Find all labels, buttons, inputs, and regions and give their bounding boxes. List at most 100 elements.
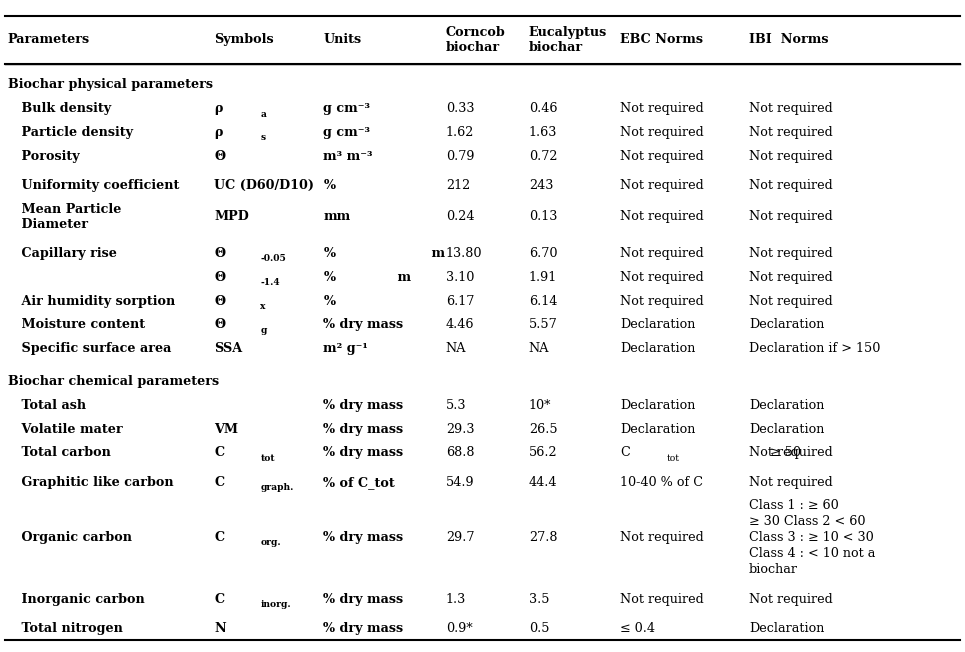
Text: x: x	[261, 302, 266, 311]
Text: a: a	[261, 110, 266, 119]
Text: C: C	[620, 447, 630, 460]
Text: 243: 243	[529, 179, 553, 192]
Text: Declaration: Declaration	[620, 318, 696, 331]
Text: %: %	[323, 179, 335, 192]
Text: m: m	[427, 247, 445, 260]
Text: 5.3: 5.3	[446, 399, 466, 412]
Text: Not required: Not required	[749, 476, 833, 489]
Text: Not required: Not required	[620, 593, 704, 606]
Text: Not required: Not required	[620, 102, 704, 115]
Text: g cm⁻³: g cm⁻³	[323, 102, 371, 115]
Text: 4.46: 4.46	[446, 318, 475, 331]
Text: 0.24: 0.24	[446, 211, 475, 224]
Text: Air humidity sorption: Air humidity sorption	[8, 295, 175, 308]
Text: 6.14: 6.14	[529, 295, 557, 308]
Text: m: m	[394, 271, 411, 284]
Text: Not required: Not required	[620, 211, 704, 224]
Text: 3.10: 3.10	[446, 271, 474, 284]
Text: m² g⁻¹: m² g⁻¹	[323, 342, 369, 355]
Text: mm: mm	[323, 211, 350, 224]
Text: 0.79: 0.79	[446, 150, 475, 163]
Text: Declaration: Declaration	[620, 399, 696, 412]
Text: Porosity: Porosity	[8, 150, 79, 163]
Text: % dry mass: % dry mass	[323, 422, 403, 436]
Text: 54.9: 54.9	[446, 476, 475, 489]
Text: m³ m⁻³: m³ m⁻³	[323, 150, 372, 163]
Text: NA: NA	[446, 342, 466, 355]
Text: s: s	[261, 133, 265, 142]
Text: Not required: Not required	[749, 593, 833, 606]
Text: Not required: Not required	[620, 531, 704, 544]
Text: 5.57: 5.57	[529, 318, 558, 331]
Text: Not required: Not required	[749, 271, 833, 284]
Text: ρ: ρ	[214, 102, 223, 115]
Text: inorg.: inorg.	[261, 600, 291, 609]
Text: ρ: ρ	[214, 126, 223, 139]
Text: 0.9*: 0.9*	[446, 622, 473, 635]
Text: Biochar chemical parameters: Biochar chemical parameters	[8, 375, 219, 388]
Text: % dry mass: % dry mass	[323, 447, 403, 460]
Text: Symbols: Symbols	[214, 33, 274, 46]
Text: VM: VM	[214, 422, 238, 436]
Text: Θ: Θ	[214, 318, 225, 331]
Text: UC (D60/D10): UC (D60/D10)	[214, 179, 315, 192]
Text: Uniformity coefficient: Uniformity coefficient	[8, 179, 179, 192]
Text: 1.63: 1.63	[529, 126, 557, 139]
Text: Declaration: Declaration	[749, 399, 824, 412]
Text: 1.91: 1.91	[529, 271, 557, 284]
Text: tot: tot	[667, 454, 679, 463]
Text: C: C	[214, 593, 224, 606]
Text: Volatile mater: Volatile mater	[8, 422, 123, 436]
Text: 44.4: 44.4	[529, 476, 558, 489]
Text: Graphitic like carbon: Graphitic like carbon	[8, 476, 174, 489]
Text: 0.72: 0.72	[529, 150, 558, 163]
Text: Declaration: Declaration	[620, 342, 696, 355]
Text: 0.5: 0.5	[529, 622, 549, 635]
Text: graph.: graph.	[261, 483, 293, 492]
Text: Particle density: Particle density	[8, 126, 133, 139]
Text: %: %	[323, 295, 335, 308]
Text: Not required: Not required	[749, 211, 833, 224]
Text: g cm⁻³: g cm⁻³	[323, 126, 371, 139]
Text: Declaration: Declaration	[749, 622, 824, 635]
Text: ≥ 50: ≥ 50	[766, 447, 801, 460]
Text: -1.4: -1.4	[261, 278, 280, 287]
Text: Biochar physical parameters: Biochar physical parameters	[8, 78, 212, 91]
Text: 1.3: 1.3	[446, 593, 466, 606]
Text: Θ: Θ	[214, 150, 225, 163]
Text: 0.33: 0.33	[446, 102, 475, 115]
Text: ≤ 0.4: ≤ 0.4	[620, 622, 655, 635]
Text: Units: Units	[323, 33, 362, 46]
Text: Eucalyptus
biochar: Eucalyptus biochar	[529, 26, 607, 54]
Text: 26.5: 26.5	[529, 422, 558, 436]
Text: % dry mass: % dry mass	[323, 318, 403, 331]
Text: Class 1 : ≥ 60
≥ 30 Class 2 < 60
Class 3 : ≥ 10 < 30
Class 4 : < 10 not a
biocha: Class 1 : ≥ 60 ≥ 30 Class 2 < 60 Class 3…	[749, 499, 875, 576]
Text: Θ: Θ	[214, 271, 225, 284]
Text: 29.7: 29.7	[446, 531, 475, 544]
Text: 27.8: 27.8	[529, 531, 558, 544]
Text: Moisture content: Moisture content	[8, 318, 145, 331]
Text: Not required: Not required	[620, 247, 704, 260]
Text: 0.46: 0.46	[529, 102, 558, 115]
Text: Total carbon: Total carbon	[8, 447, 111, 460]
Text: 29.3: 29.3	[446, 422, 475, 436]
Text: NA: NA	[529, 342, 549, 355]
Text: Specific surface area: Specific surface area	[8, 342, 171, 355]
Text: 10-40 % of C: 10-40 % of C	[620, 476, 703, 489]
Text: %: %	[323, 271, 335, 284]
Text: Inorganic carbon: Inorganic carbon	[8, 593, 145, 606]
Text: %: %	[323, 247, 335, 260]
Text: % dry mass: % dry mass	[323, 593, 403, 606]
Text: 10*: 10*	[529, 399, 551, 412]
Text: 68.8: 68.8	[446, 447, 475, 460]
Text: 6.17: 6.17	[446, 295, 474, 308]
Text: SSA: SSA	[214, 342, 242, 355]
Text: 212: 212	[446, 179, 470, 192]
Text: C: C	[214, 531, 224, 544]
Text: % dry mass: % dry mass	[323, 622, 403, 635]
Text: 56.2: 56.2	[529, 447, 558, 460]
Text: Not required: Not required	[749, 295, 833, 308]
Text: 0.13: 0.13	[529, 211, 557, 224]
Text: N: N	[214, 622, 226, 635]
Text: Declaration: Declaration	[749, 318, 824, 331]
